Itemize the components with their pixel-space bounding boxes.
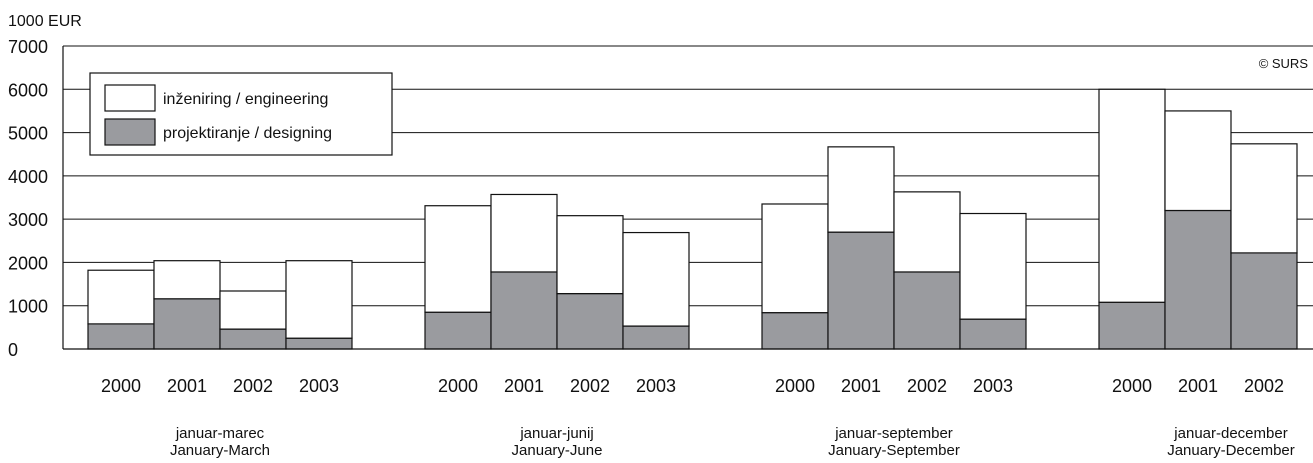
bar-engineering	[1230, 143, 1298, 254]
x-tick-label-year: 2001	[841, 376, 881, 396]
bars	[87, 88, 1298, 350]
group-label-si: januar-junij	[519, 425, 593, 442]
y-tick-label-4000: 4000	[8, 167, 48, 187]
copyright-notice: © SURS	[1259, 56, 1309, 71]
bar-designing	[622, 325, 690, 350]
y-tick-label-2000: 2000	[8, 253, 48, 273]
bar-engineering	[622, 231, 690, 327]
x-tick-label-year: 2000	[1112, 376, 1152, 396]
bar-designing	[87, 323, 155, 350]
bar-designing	[959, 318, 1027, 350]
x-tick-label-year: 2002	[570, 376, 610, 396]
x-tick-label-year: 2002	[1244, 376, 1284, 396]
x-tick-label-year: 2002	[233, 376, 273, 396]
x-tick-label-year: 2001	[167, 376, 207, 396]
bar-engineering	[893, 191, 961, 273]
bar-designing	[153, 298, 221, 350]
group-label-si: januar-december	[1173, 425, 1287, 442]
x-tick-labels: 2000 2001 2002 2003 2000 2001 2002 2003 2000 2001…	[101, 376, 1284, 396]
bar-engineering	[490, 193, 558, 273]
y-tick-label-5000: 5000	[8, 124, 48, 144]
bar-designing	[1098, 301, 1166, 350]
bar-engineering	[87, 269, 155, 325]
y-tick-label-1000: 1000	[8, 297, 48, 317]
y-tick-label-7000: 7000	[8, 37, 48, 57]
bar-designing	[219, 328, 287, 350]
bar-engineering	[556, 215, 624, 295]
bar-designing	[1230, 252, 1298, 350]
bar-engineering	[424, 205, 492, 313]
y-axis-unit: 1000 EUR	[8, 13, 82, 30]
legend-label-engineering: inženiring / engineering	[163, 91, 328, 108]
x-tick-label-year: 2000	[438, 376, 478, 396]
bar-designing	[556, 292, 624, 350]
bar-engineering	[285, 260, 353, 339]
axes	[62, 46, 1313, 350]
y-tick-label-0: 0	[8, 340, 18, 360]
y-tick-label-3000: 3000	[8, 210, 48, 230]
bar-designing	[893, 271, 961, 350]
bar-engineering	[219, 290, 287, 330]
legend-swatch-engineering	[104, 84, 156, 112]
x-tick-label-year: 2000	[775, 376, 815, 396]
group-label-en: January-March	[170, 442, 270, 459]
x-tick-label-year: 2003	[636, 376, 676, 396]
bar-engineering	[1164, 110, 1232, 212]
bar-engineering	[153, 260, 221, 300]
bar-engineering	[761, 203, 829, 314]
group-label-en: January-June	[512, 442, 603, 459]
bar-designing	[490, 271, 558, 350]
x-tick-label-year: 2003	[299, 376, 339, 396]
x-tick-label-year: 2001	[1178, 376, 1218, 396]
group-label-si: januar-september	[834, 425, 953, 442]
x-tick-label-year: 2001	[504, 376, 544, 396]
bar-engineering	[1098, 88, 1166, 303]
legend-label-designing: projektiranje / designing	[163, 125, 332, 142]
group-label-en: January-September	[828, 442, 960, 459]
x-tick-label-year: 2003	[973, 376, 1013, 396]
y-tick-label-6000: 6000	[8, 80, 48, 100]
x-tick-label-year: 2000	[101, 376, 141, 396]
bar-engineering	[959, 212, 1027, 320]
bar-designing	[285, 337, 353, 350]
bar-designing	[424, 311, 492, 350]
bar-engineering	[827, 146, 895, 233]
group-label-si: januar-marec	[175, 425, 265, 442]
legend-swatch-designing	[104, 118, 156, 146]
y-tick-labels: 0 1000 2000 3000 4000 5000 6000 7000	[8, 37, 48, 360]
legend: inženiring / engineering projektiranje /…	[89, 72, 393, 156]
bar-designing	[1164, 209, 1232, 350]
bar-designing	[761, 312, 829, 350]
x-tick-label-year: 2002	[907, 376, 947, 396]
group-label-en: January-December	[1167, 442, 1295, 459]
bar-designing	[827, 231, 895, 350]
group-labels: januar-marecJanuary-Marchjanuar-junijJan…	[170, 425, 1295, 459]
